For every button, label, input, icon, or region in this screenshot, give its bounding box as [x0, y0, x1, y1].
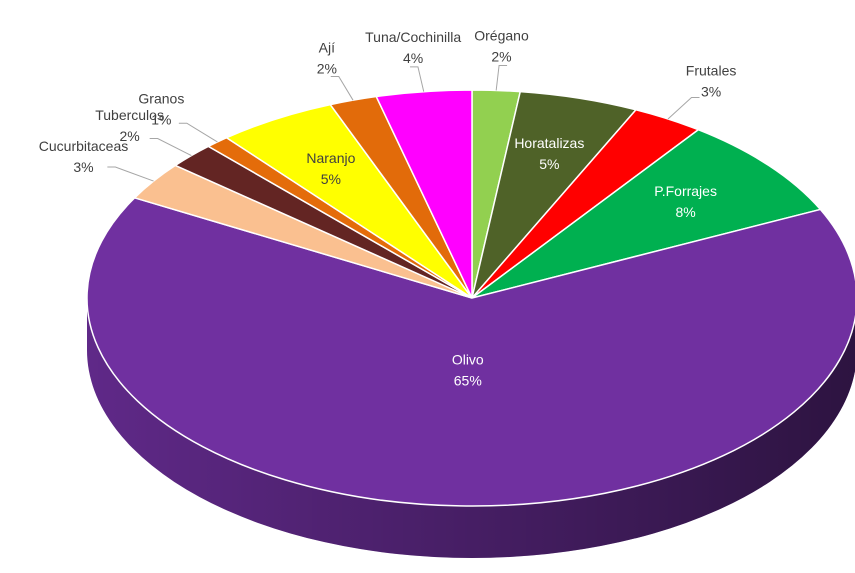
data-label-name: Tuna/Cochinilla — [365, 29, 461, 45]
data-label-name: Frutales — [686, 62, 737, 78]
data-label-value: 2% — [317, 60, 337, 76]
data-label-value: 2% — [491, 48, 511, 64]
data-label-value: 1% — [151, 111, 171, 127]
data-label-value: 65% — [454, 372, 482, 388]
data-label-name: P.Forrajes — [654, 183, 717, 199]
slice-side-shade — [87, 298, 855, 558]
data-label-name: Granos — [138, 90, 184, 106]
data-label-name: Olivo — [452, 351, 484, 367]
leader-line — [107, 166, 154, 182]
leader-line — [495, 64, 508, 91]
leader-line — [667, 96, 700, 120]
data-label-value: 5% — [539, 156, 559, 172]
data-label-value: 5% — [321, 171, 341, 187]
leader-line — [330, 75, 354, 101]
slice — [471, 128, 822, 299]
data-label-name: Cucurbitaceas — [39, 138, 129, 154]
data-label-name: Naranjo — [306, 150, 355, 166]
data-label-name: Horatalizas — [514, 135, 584, 151]
data-label-value: 3% — [701, 83, 721, 99]
slice — [86, 196, 855, 507]
leader-line — [178, 122, 218, 143]
data-label-value: 4% — [403, 50, 423, 66]
data-label-value: 3% — [73, 159, 93, 175]
data-label-name: Orégano — [474, 27, 529, 43]
data-label-name: Ají — [319, 39, 335, 55]
leader-line — [409, 66, 425, 92]
data-label-value: 8% — [675, 204, 695, 220]
leader-line — [149, 138, 192, 157]
data-label-value: 2% — [119, 128, 139, 144]
data-label-name: Tuberculos — [95, 107, 164, 123]
